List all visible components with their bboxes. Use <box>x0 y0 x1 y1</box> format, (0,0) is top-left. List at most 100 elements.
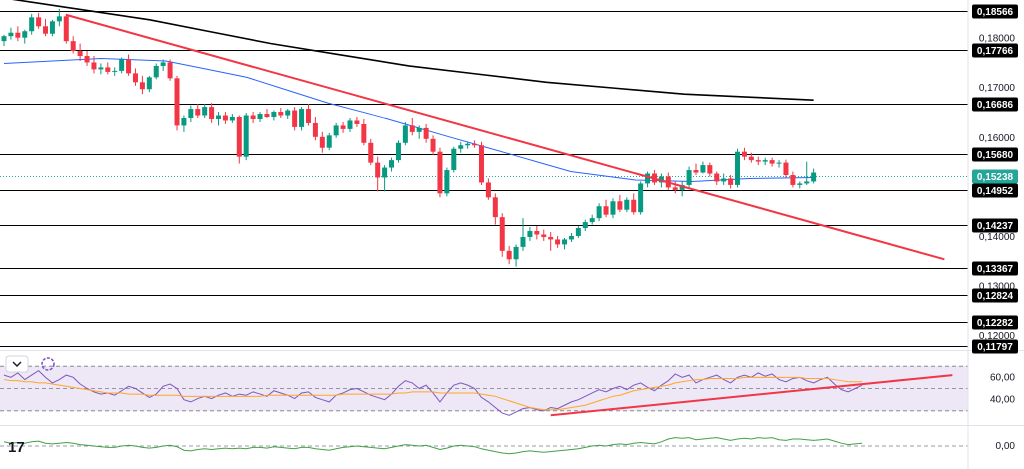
candle-down[interactable] <box>361 118 367 146</box>
candle-up[interactable] <box>257 112 263 122</box>
candle-up[interactable] <box>402 121 408 146</box>
candle-down[interactable] <box>603 199 609 218</box>
candle-down[interactable] <box>354 116 360 127</box>
candle-up[interactable] <box>299 107 305 131</box>
candle-up[interactable] <box>513 244 519 267</box>
candle-up[interactable] <box>389 157 395 172</box>
candle-up[interactable] <box>160 59 166 71</box>
candle-up[interactable] <box>22 29 28 44</box>
candle-down[interactable] <box>15 26 21 42</box>
candle-up[interactable] <box>49 19 55 37</box>
candle-up[interactable] <box>119 57 125 74</box>
candle-down[interactable] <box>264 109 270 118</box>
candle-up[interactable] <box>1 34 7 47</box>
candle-down[interactable] <box>319 131 325 153</box>
candle-down[interactable] <box>139 75 145 95</box>
candle-up[interactable] <box>735 148 741 188</box>
candle-down[interactable] <box>312 116 318 141</box>
candle-down[interactable] <box>84 51 90 66</box>
candle-up[interactable] <box>575 226 581 238</box>
candle-down[interactable] <box>755 156 761 166</box>
candle-down[interactable] <box>748 152 754 163</box>
candle-up[interactable] <box>465 141 471 149</box>
candle-up[interactable] <box>762 157 768 166</box>
candle-down[interactable] <box>548 232 554 251</box>
candle-up[interactable] <box>229 114 235 123</box>
candle-up[interactable] <box>112 67 118 76</box>
candle-down[interactable] <box>292 107 298 131</box>
candle-up[interactable] <box>146 75 152 93</box>
momentum-pane[interactable]: 0,00 <box>0 437 1015 455</box>
candle-down[interactable] <box>506 245 512 265</box>
price-pane[interactable] <box>0 0 1024 351</box>
candle-down[interactable] <box>492 193 498 225</box>
candle-down[interactable] <box>617 194 623 213</box>
candle-down[interactable] <box>126 54 132 76</box>
candle-up[interactable] <box>326 132 332 151</box>
candle-down[interactable] <box>534 226 540 240</box>
candle-up[interactable] <box>596 203 602 222</box>
candle-down[interactable] <box>91 56 97 74</box>
candle-down[interactable] <box>769 157 775 167</box>
candle-down[interactable] <box>236 115 242 164</box>
candle-up[interactable] <box>98 63 104 75</box>
candle-down[interactable] <box>105 62 111 75</box>
candle-up[interactable] <box>645 171 651 188</box>
candle-down[interactable] <box>340 121 346 133</box>
candle-up[interactable] <box>458 141 464 153</box>
candle-down[interactable] <box>693 163 699 175</box>
candle-up[interactable] <box>451 146 457 173</box>
settings-icon[interactable] <box>41 357 55 371</box>
candle-down[interactable] <box>305 104 311 126</box>
candle-down[interactable] <box>195 104 201 118</box>
candle-down[interactable] <box>707 162 713 177</box>
candle-up[interactable] <box>686 166 692 188</box>
candle-up[interactable] <box>721 173 727 185</box>
candle-up[interactable] <box>202 104 208 118</box>
candle-up[interactable] <box>285 109 291 119</box>
candle-up[interactable] <box>243 113 249 161</box>
candle-down[interactable] <box>437 147 443 198</box>
candle-up[interactable] <box>188 105 194 122</box>
candle-down[interactable] <box>278 108 284 118</box>
candle-down[interactable] <box>472 140 478 148</box>
candle-up[interactable] <box>610 198 616 219</box>
candle-down[interactable] <box>36 12 42 29</box>
candle-up[interactable] <box>416 125 422 139</box>
candle-up[interactable] <box>444 167 450 197</box>
candle-up[interactable] <box>562 237 568 250</box>
candle-down[interactable] <box>43 18 49 37</box>
candle-up[interactable] <box>333 122 339 138</box>
candle-down[interactable] <box>174 75 180 131</box>
candle-down[interactable] <box>409 117 415 136</box>
candle-up[interactable] <box>797 181 803 189</box>
candle-up[interactable] <box>29 13 35 35</box>
candle-up[interactable] <box>679 181 685 197</box>
candle-down[interactable] <box>250 112 256 123</box>
candle-up[interactable] <box>153 63 159 80</box>
candle-down[interactable] <box>209 103 215 123</box>
candle-down[interactable] <box>631 193 637 215</box>
candle-down[interactable] <box>741 147 747 161</box>
candle-down[interactable] <box>63 13 69 44</box>
rsi-pane[interactable]: 60,00 40,00 <box>0 365 1024 426</box>
candle-up[interactable] <box>216 112 222 126</box>
candle-up[interactable] <box>700 161 706 174</box>
candle-down[interactable] <box>790 171 796 188</box>
candle-down[interactable] <box>368 138 374 166</box>
candle-down[interactable] <box>132 68 138 86</box>
candle-up[interactable] <box>520 218 526 251</box>
candle-up[interactable] <box>56 8 62 27</box>
rsi-trendline[interactable] <box>550 374 953 417</box>
candle-down[interactable] <box>728 175 734 189</box>
candle-up[interactable] <box>624 197 630 213</box>
candle-up[interactable] <box>568 233 574 242</box>
candle-down[interactable] <box>478 141 484 185</box>
candle-up[interactable] <box>638 181 644 215</box>
candle-down[interactable] <box>541 229 547 241</box>
candle-up[interactable] <box>804 161 810 185</box>
candle-down[interactable] <box>70 36 76 54</box>
candle-up[interactable] <box>811 168 817 184</box>
candle-down[interactable] <box>499 213 505 257</box>
candle-down[interactable] <box>430 135 436 156</box>
